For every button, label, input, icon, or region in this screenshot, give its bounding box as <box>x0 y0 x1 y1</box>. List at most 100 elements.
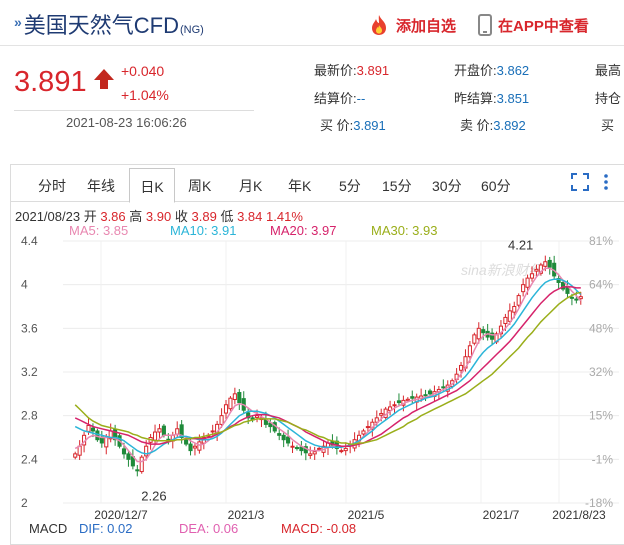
fullscreen-icon[interactable] <box>571 173 589 191</box>
kline-high: 3.90 <box>145 209 172 224</box>
prev-settle-label: 昨结算: <box>454 91 497 106</box>
candle-body <box>441 386 446 389</box>
candle-body <box>503 316 508 325</box>
kline-info: 2021/08/23 开 3.86 高 3.90 收 3.89 低 3.84 1… <box>15 206 303 225</box>
candle-body <box>339 450 344 453</box>
candle-body <box>472 334 477 344</box>
candle-body <box>254 415 260 418</box>
kline-low-label: 低 <box>220 209 234 224</box>
candle-body <box>139 456 144 473</box>
candle-body <box>223 404 229 414</box>
macd-label: MACD <box>29 521 68 536</box>
page-title: 美国天然气CFD <box>23 13 180 38</box>
tab-weekly-k[interactable]: 周K <box>188 178 212 194</box>
candle-body <box>188 443 193 452</box>
tab-5min[interactable]: 5分 <box>339 178 361 194</box>
candle-body <box>574 298 579 301</box>
flame-icon <box>372 15 386 35</box>
candle-body <box>161 425 166 436</box>
chart-tools <box>571 173 611 191</box>
kline-high-label: 高 <box>129 209 143 224</box>
last-price: 3.891 <box>14 66 87 98</box>
kline-close-label: 收 <box>174 209 188 224</box>
tab-intraday[interactable]: 分时 <box>38 178 66 194</box>
open-in-app-button[interactable]: 在APP中查看 <box>478 14 589 36</box>
candle-body <box>237 392 242 404</box>
quote-timestamp: 2021-08-23 16:06:26 <box>66 115 187 130</box>
candle-body <box>560 281 566 290</box>
ma30-line <box>74 291 581 445</box>
min-annotation: 2.26 <box>141 488 166 503</box>
pct-tick-label: 15% <box>589 409 613 423</box>
candle-body <box>73 453 78 458</box>
y-tick-label: 4.4 <box>21 234 38 248</box>
y-tick-label: 4 <box>21 278 28 292</box>
candle-body <box>423 394 428 397</box>
candle-body <box>152 431 158 441</box>
candle-body <box>179 424 184 439</box>
tab-30min[interactable]: 30分 <box>432 178 462 194</box>
candle-body <box>192 445 198 449</box>
candle-body <box>498 325 504 335</box>
candle-body <box>507 310 512 322</box>
candle-body <box>157 428 162 433</box>
candle-body <box>529 273 535 279</box>
latest-price-cell: 最新价:3.891 <box>314 60 389 79</box>
candle-body <box>379 412 384 416</box>
ma10-value: MA10: 3.91 <box>170 223 237 238</box>
y-tick-label: 2 <box>21 496 28 510</box>
candle-body <box>525 277 530 288</box>
bid-volume-cell: 买 <box>601 115 614 134</box>
candle-body <box>569 296 574 299</box>
more-vertical-icon[interactable] <box>601 173 611 191</box>
high-price-cell: 最高 <box>595 60 621 79</box>
tab-yearly-k[interactable]: 年K <box>288 178 312 194</box>
candle-body <box>135 469 140 472</box>
add-watchlist-button[interactable]: 添加自选 <box>368 14 456 36</box>
kline-open: 3.86 <box>100 209 126 224</box>
x-tick-label: 2021/5 <box>348 508 385 522</box>
y-tick-label: 2.4 <box>21 452 38 466</box>
candle-body <box>197 441 202 451</box>
prev-settle-cell: 昨结算:3.851 <box>454 88 529 107</box>
divider <box>14 110 254 111</box>
tab-15min[interactable]: 15分 <box>382 178 412 194</box>
price-change-percent: +1.04% <box>121 87 169 103</box>
ma5-value: MA5: 3.85 <box>69 223 129 238</box>
candle-body <box>534 268 539 272</box>
bid-price-value: 3.891 <box>353 118 386 133</box>
double-chevron-icon[interactable]: » <box>14 14 22 30</box>
kline-chart[interactable]: 4.4 81%4 64%3.6 48%3.2 32%2.8 15%2.4 -1%2 -18%2… <box>11 165 624 545</box>
pct-tick-label: -18% <box>585 496 613 510</box>
bid-price-cell: 买 价:3.891 <box>320 115 386 134</box>
candle-body <box>246 412 251 419</box>
kline-pct: 1.41% <box>266 209 303 224</box>
candle-body <box>578 296 583 300</box>
candle-body <box>476 327 481 340</box>
candle-body <box>490 332 495 340</box>
macd-dif: DIF: 0.02 <box>79 521 133 536</box>
open-interest-cell: 持仓 <box>595 88 621 107</box>
tab-60min[interactable]: 60分 <box>481 178 511 194</box>
symbol-code: (NG) <box>180 24 204 36</box>
candle-body <box>90 427 96 432</box>
candle-body <box>144 445 149 457</box>
tab-daily-k[interactable]: 日K <box>129 168 175 203</box>
x-tick-label: 2021/8/23 <box>552 508 606 522</box>
up-arrow-icon <box>94 69 114 89</box>
candle-body <box>512 306 517 313</box>
candle-body <box>481 329 486 334</box>
tab-monthly-k[interactable]: 月K <box>239 178 263 194</box>
candle-body <box>95 430 100 441</box>
watermark: sina新浪财经 <box>461 262 545 278</box>
tab-year-line[interactable]: 年线 <box>87 178 115 194</box>
pct-tick-label: 81% <box>589 234 613 248</box>
open-in-app-label: 在APP中查看 <box>498 17 589 35</box>
candle-body <box>538 264 543 274</box>
prev-settle-value: 3.851 <box>496 91 530 106</box>
candle-body <box>361 430 366 435</box>
ask-price-cell: 卖 价:3.892 <box>460 115 526 134</box>
ma20-value: MA20: 3.97 <box>270 223 337 238</box>
candle-body <box>405 398 410 401</box>
y-tick-label: 2.8 <box>21 409 38 423</box>
